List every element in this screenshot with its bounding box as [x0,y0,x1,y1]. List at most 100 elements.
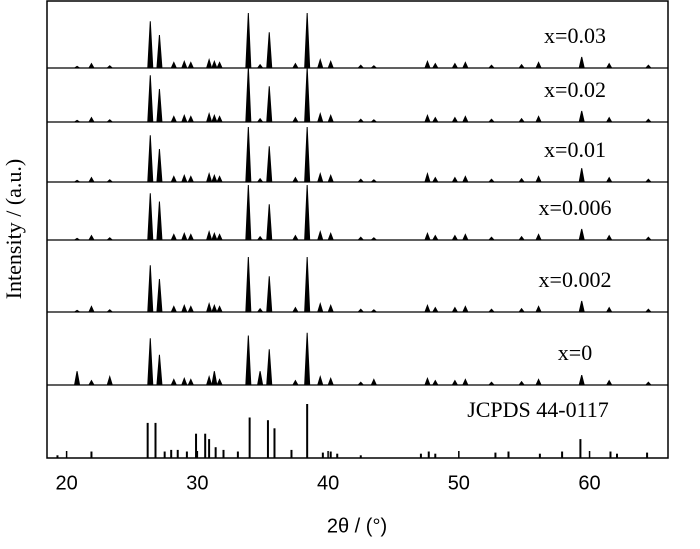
x-tick-label: 60 [578,472,600,494]
peak [205,230,213,241]
y-axis-title: Intensity / (a.u.) [1,159,26,300]
peak [88,305,95,313]
peak [431,116,439,123]
peak [644,64,653,69]
peak [105,119,114,123]
peak [147,265,154,313]
peak [605,62,613,69]
peak [181,173,188,183]
peak [72,237,82,241]
peak [605,176,613,183]
peak [181,59,188,69]
peak [535,305,542,313]
peak [518,63,526,69]
peak [147,338,154,386]
peak [424,231,431,241]
peak [451,379,459,386]
peak [605,379,613,386]
peak [518,235,526,241]
peak [88,176,95,183]
peak [487,178,496,183]
peak [72,65,82,69]
peak [462,115,469,123]
peak [187,233,195,241]
peak [462,61,469,69]
peak [266,146,273,183]
peak [317,230,324,241]
peak [245,126,252,183]
peak [245,66,252,123]
peak [327,231,334,241]
peak [357,118,365,123]
peak [451,116,459,123]
peak [88,379,95,386]
peak [73,371,81,386]
peak [211,173,218,183]
peak [317,172,324,183]
peak [451,62,459,69]
peak [292,379,299,386]
peak [72,179,82,183]
peak [257,371,264,386]
peak [327,113,334,123]
series-label: x=0 [558,340,592,365]
peak [181,303,188,313]
peak [187,61,195,69]
x-tick-label: 40 [317,472,339,494]
peak [187,175,195,183]
peak [292,306,299,313]
peak [424,59,431,69]
peak [370,119,378,123]
peak [327,59,334,69]
peak [370,237,378,241]
series-label: x=0.006 [539,195,612,220]
peak [205,58,213,69]
peak [266,86,273,123]
peak [147,21,154,69]
peak [327,376,334,386]
peak [205,112,213,123]
peak [487,118,496,123]
peak [211,371,218,386]
peak [317,302,324,313]
peak [181,376,188,386]
peak [535,175,542,183]
peak [327,303,334,313]
peak [487,308,496,313]
peak [170,305,178,313]
peak [487,236,496,241]
peak [256,235,264,241]
peak [370,179,378,183]
peak [535,233,542,241]
peak [605,116,613,123]
peak [245,184,252,241]
peak [292,116,299,123]
peak [304,184,311,241]
peak [357,308,365,313]
peak [304,12,311,69]
peak [256,307,264,313]
peak [211,303,218,313]
peak [187,378,195,386]
peak [370,65,378,69]
peak [317,58,324,69]
peak [535,61,542,69]
peak [170,61,178,69]
peak [147,135,154,183]
peak [105,309,114,313]
plot-frame [46,0,669,459]
peak [487,381,496,386]
peak [105,179,114,183]
peak [181,231,188,241]
peak [304,256,311,313]
peak [535,115,542,123]
peak [156,354,163,386]
peak [256,117,264,123]
peak [424,376,431,386]
peak [578,374,585,386]
peak [304,66,311,123]
peak [605,306,613,313]
peak [187,115,195,123]
peak [170,115,178,123]
